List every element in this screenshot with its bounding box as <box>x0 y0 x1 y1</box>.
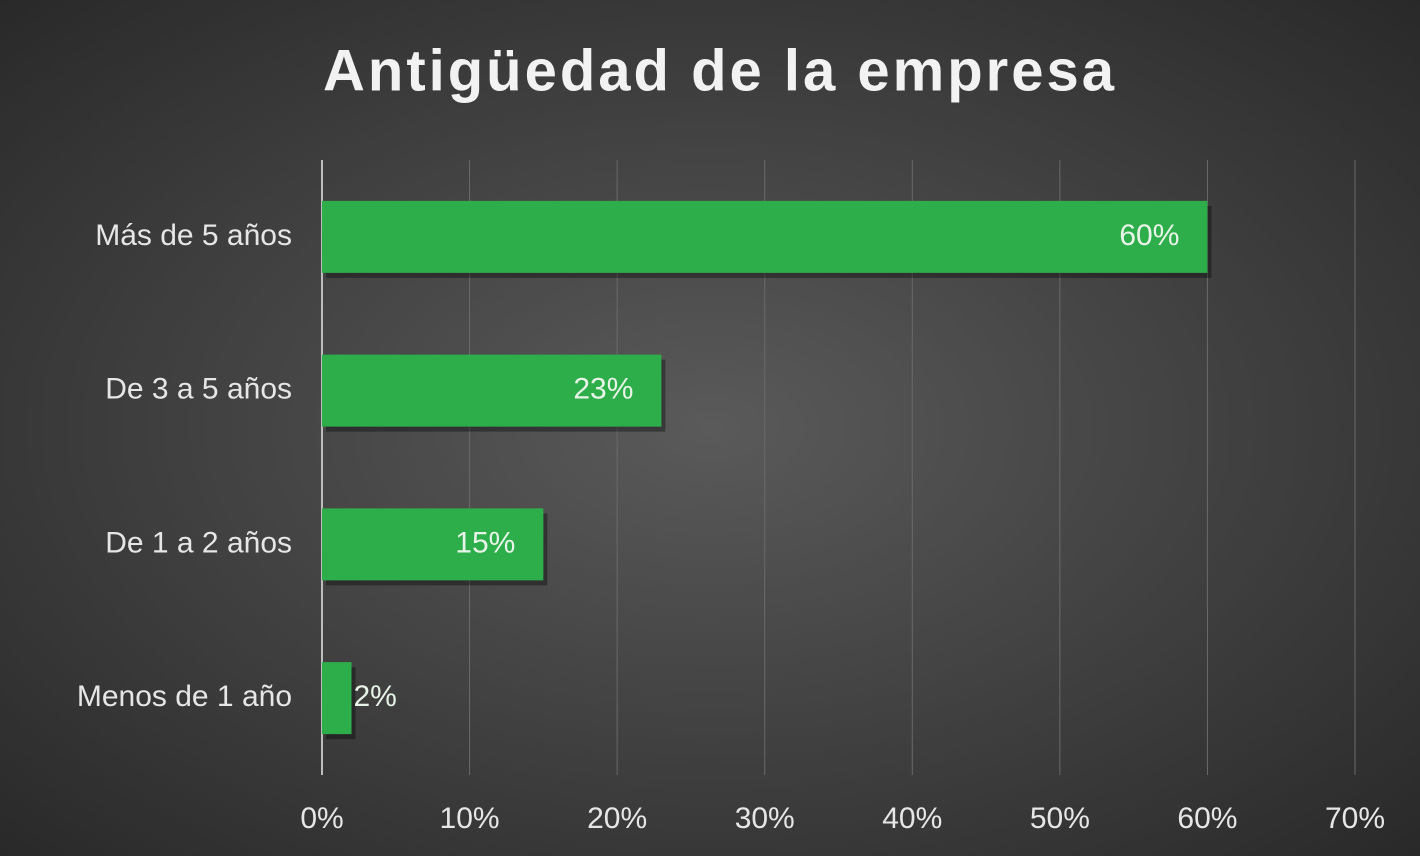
bar <box>322 200 1208 273</box>
chart-title: Antigüedad de la empresa <box>323 38 1117 103</box>
y-tick-label: De 1 a 2 años <box>105 526 292 559</box>
y-tick-label: Más de 5 años <box>95 219 292 252</box>
bar <box>322 662 352 735</box>
bar <box>322 354 662 427</box>
x-tick-label: 10% <box>440 802 500 835</box>
x-tick-label: 50% <box>1030 802 1090 835</box>
x-tick-label: 30% <box>735 802 795 835</box>
value-label: 2% <box>354 680 397 713</box>
x-tick-label: 0% <box>300 802 343 835</box>
y-tick-label: Menos de 1 año <box>77 680 292 713</box>
x-tick-label: 60% <box>1177 802 1237 835</box>
value-label: 15% <box>455 526 515 559</box>
bar <box>322 508 544 581</box>
x-tick-label: 40% <box>882 802 942 835</box>
x-tick-label: 20% <box>587 802 647 835</box>
x-tick-label: 70% <box>1325 802 1385 835</box>
y-tick-label: De 3 a 5 años <box>105 373 292 406</box>
value-label: 23% <box>573 373 633 406</box>
value-label: 60% <box>1119 219 1179 252</box>
